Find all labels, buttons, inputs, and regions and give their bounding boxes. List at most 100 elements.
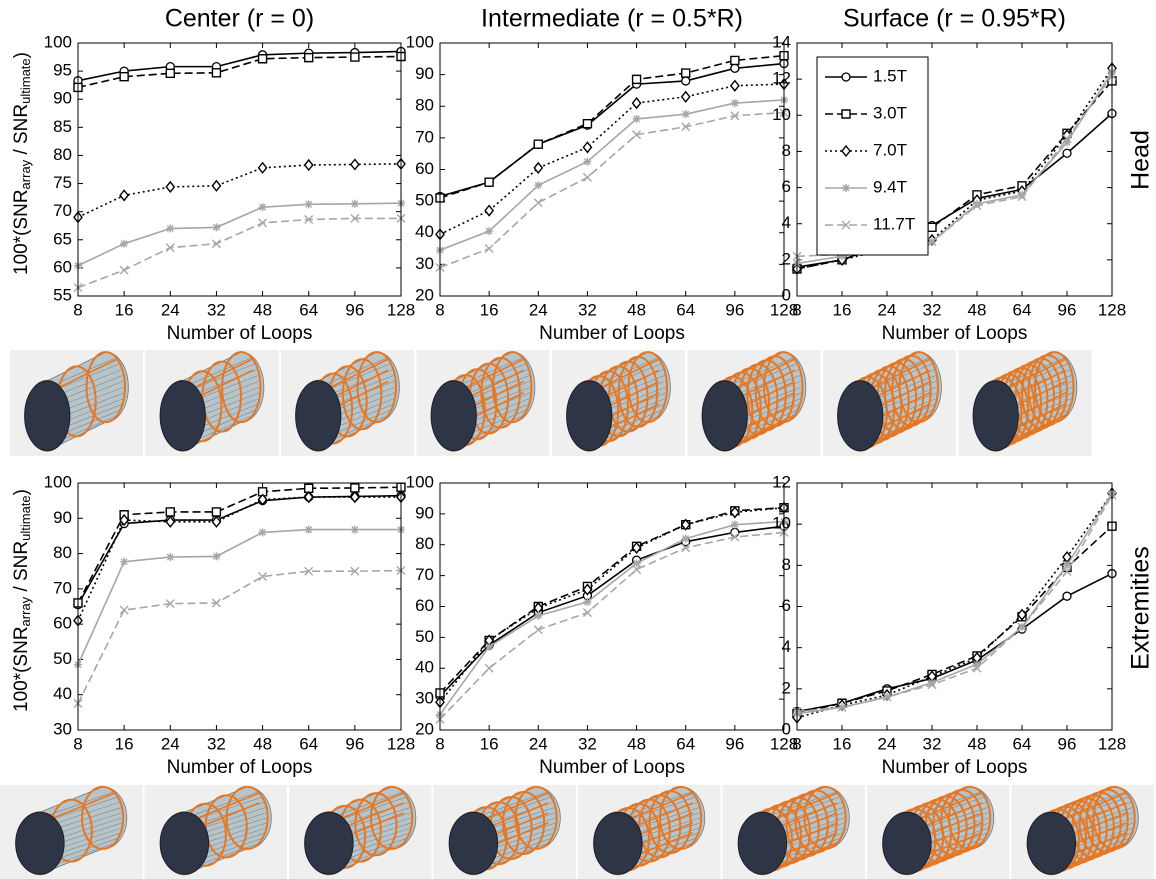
- coil-ring: [659, 785, 703, 850]
- data-point: [632, 130, 642, 140]
- coil-illustration: [0, 785, 143, 879]
- coil-rung: [340, 802, 405, 830]
- data-point: [680, 518, 691, 531]
- y-tick-label: 80: [415, 534, 434, 553]
- coil-end: [737, 811, 788, 875]
- y-tick-label: 10: [772, 514, 791, 533]
- x-tick-label: 48: [627, 734, 646, 753]
- y-tick-label: 70: [53, 201, 72, 220]
- y-tick-label: 2: [782, 249, 791, 268]
- x-tick-label: 32: [207, 300, 226, 319]
- y-tick-label: 40: [415, 222, 434, 241]
- coil-illustration: [1011, 785, 1154, 879]
- y-tick-label: 60: [53, 614, 72, 633]
- data-point: [927, 680, 937, 690]
- plot-frame: [796, 482, 1113, 731]
- data-point: [583, 157, 592, 166]
- coil-ring: [225, 785, 269, 850]
- y-tick-label: 0: [782, 285, 791, 304]
- y-tick-label: 40: [415, 658, 434, 677]
- coil-ring: [492, 351, 533, 424]
- y-tick-label: 50: [415, 191, 434, 210]
- data-point: [258, 528, 267, 537]
- data-point: [119, 189, 130, 202]
- data-point: [165, 599, 175, 609]
- y-tick-label: 100: [406, 32, 434, 51]
- coil-ring: [1027, 354, 1068, 427]
- data-point: [304, 200, 313, 209]
- coil-rung: [329, 369, 389, 400]
- coil-end: [304, 811, 354, 875]
- data-point: [166, 553, 175, 562]
- x-tick-label: 24: [161, 734, 180, 753]
- x-tick-label: 48: [253, 300, 272, 319]
- coil-rung: [600, 358, 660, 389]
- legend-marker: [841, 144, 851, 158]
- plot-area: [440, 43, 784, 296]
- data-point: [582, 608, 592, 618]
- x-tick-label: 48: [968, 734, 987, 753]
- y-axis-label-part: ultimate: [18, 58, 33, 104]
- series-line: [439, 54, 785, 199]
- series-line: [77, 55, 402, 89]
- data-point: [1062, 567, 1072, 577]
- x-tick-label: 8: [435, 300, 444, 319]
- coil-rung: [918, 792, 983, 820]
- coil-rung: [329, 358, 389, 389]
- coil-rung: [629, 792, 694, 820]
- data-point: [165, 68, 175, 79]
- coil-ring: [763, 351, 804, 424]
- series-line: [439, 525, 785, 697]
- coil-rung: [1006, 369, 1066, 400]
- y-tick-label: 10: [772, 105, 791, 124]
- x-tick-label: 32: [207, 734, 226, 753]
- data-point: [972, 663, 982, 673]
- coil-rung: [193, 369, 253, 400]
- x-axis-label: Number of Loops: [167, 323, 313, 344]
- coil-ring: [201, 360, 242, 433]
- data-point: [681, 543, 691, 553]
- data-point: [882, 692, 892, 702]
- x-tick-label: 32: [578, 300, 597, 319]
- data-point: [681, 110, 690, 119]
- y-axis-label-part: ): [11, 52, 32, 58]
- y-axis-label-part: array: [18, 159, 33, 189]
- coil-ring: [1034, 351, 1075, 424]
- series-line: [77, 486, 402, 604]
- x-tick-label: 96: [1058, 300, 1077, 319]
- y-tick-label: 8: [782, 555, 791, 574]
- y-axis-label: 100*(SNRarray / SNRultimate): [11, 489, 33, 712]
- coil-rung: [918, 841, 983, 869]
- plot-frame: [77, 42, 402, 297]
- y-tick-label: 80: [53, 145, 72, 164]
- series-line: [796, 492, 1113, 719]
- coil-rung: [774, 802, 838, 830]
- coil-illustration: [145, 350, 279, 456]
- data-point: [166, 224, 175, 233]
- x-tick-label: 8: [435, 734, 444, 753]
- y-tick-label: 80: [53, 543, 72, 562]
- data-point: [211, 507, 222, 517]
- data-point: [837, 702, 847, 712]
- series-line: [77, 50, 402, 82]
- y-tick-label: 30: [53, 719, 72, 738]
- series-line: [796, 494, 1113, 713]
- data-point: [928, 678, 936, 687]
- data-point: [631, 96, 642, 110]
- data-point: [165, 180, 176, 194]
- coil-rung: [51, 792, 116, 820]
- legend-marker: [841, 72, 851, 82]
- plot-frame: [796, 42, 1113, 297]
- data-point: [1017, 192, 1027, 202]
- data-point: [927, 222, 937, 233]
- y-tick-label: 95: [53, 61, 72, 80]
- data-point: [1017, 622, 1027, 632]
- data-point: [1017, 608, 1027, 621]
- y-axis-label-part: 100*(SNR: [11, 189, 32, 275]
- data-point: [120, 557, 129, 566]
- x-tick-label: 64: [676, 300, 695, 319]
- data-point: [304, 483, 314, 493]
- x-tick-label: 24: [878, 734, 897, 753]
- coil-illustration: [578, 785, 721, 879]
